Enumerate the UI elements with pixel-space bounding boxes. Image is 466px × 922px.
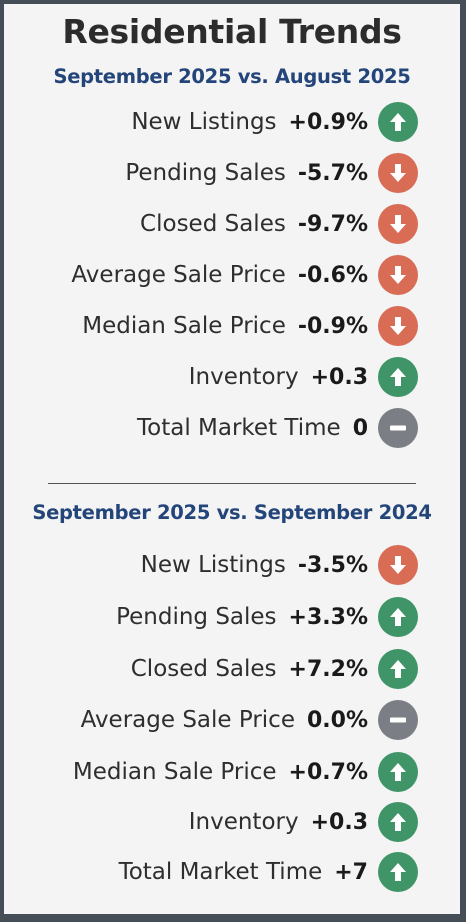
row-label: Average Sale Price <box>71 262 286 288</box>
arrow-down-icon <box>378 306 418 346</box>
row-label: Closed Sales <box>130 656 277 682</box>
trend-row-total-market-time: Total Market Time 0 <box>4 408 418 448</box>
arrow-up-icon <box>378 802 418 842</box>
trend-row-inventory: Inventory +0.3 <box>4 802 418 842</box>
row-value: -0.6% <box>297 262 368 288</box>
row-label: Median Sale Price <box>72 759 277 785</box>
trend-row-average-sale-price: Average Sale Price 0.0% <box>4 700 418 740</box>
trend-row-median-sale-price: Median Sale Price -0.9% <box>4 306 418 346</box>
minus-icon <box>378 408 418 448</box>
row-label: Total Market Time <box>118 859 323 885</box>
row-label: New Listings <box>140 552 286 578</box>
arrow-down-icon <box>378 204 418 244</box>
minus-icon <box>378 700 418 740</box>
section-heading: September 2025 vs. August 2025 <box>53 65 411 88</box>
row-value: +7.2% <box>288 656 368 682</box>
row-value: +0.3 <box>310 809 368 835</box>
row-label: Inventory <box>188 809 299 835</box>
trend-row-new-listings: New Listings -3.5% <box>4 545 418 585</box>
row-value: 0.0% <box>306 707 368 733</box>
row-label: Inventory <box>188 364 299 390</box>
row-value: +0.3 <box>310 364 368 390</box>
trend-row-total-market-time: Total Market Time +7 <box>4 852 418 892</box>
trend-row-new-listings: New Listings +0.9% <box>4 102 418 142</box>
section-divider <box>48 483 416 484</box>
arrow-down-icon <box>378 255 418 295</box>
row-value: -0.9% <box>297 313 368 339</box>
row-value: -9.7% <box>297 211 368 237</box>
trend-row-inventory: Inventory +0.3 <box>4 357 418 397</box>
arrow-down-icon <box>378 545 418 585</box>
row-label: Closed Sales <box>140 211 286 237</box>
row-value: +3.3% <box>288 604 368 630</box>
trend-row-pending-sales: Pending Sales -5.7% <box>4 153 418 193</box>
arrow-up-icon <box>378 102 418 142</box>
row-label: New Listings <box>131 109 277 135</box>
row-label: Average Sale Price <box>80 707 295 733</box>
row-label: Total Market Time <box>137 415 341 441</box>
row-value: 0 <box>352 415 368 441</box>
trend-row-median-sale-price: Median Sale Price +0.7% <box>4 752 418 792</box>
section-heading: September 2025 vs. September 2024 <box>32 501 432 524</box>
arrow-up-icon <box>378 752 418 792</box>
trend-row-closed-sales: Closed Sales -9.7% <box>4 204 418 244</box>
row-label: Median Sale Price <box>82 313 286 339</box>
arrow-up-icon <box>378 357 418 397</box>
trend-row-average-sale-price: Average Sale Price -0.6% <box>4 255 418 295</box>
residential-trends-panel: Residential Trends September 2025 vs. Au… <box>4 4 460 914</box>
row-label: Pending Sales <box>116 604 277 630</box>
arrow-up-icon <box>378 852 418 892</box>
row-value: +7 <box>334 859 368 885</box>
row-value: -3.5% <box>297 552 368 578</box>
trend-row-closed-sales: Closed Sales +7.2% <box>4 649 418 689</box>
row-value: +0.9% <box>288 109 368 135</box>
arrow-up-icon <box>378 649 418 689</box>
trend-row-pending-sales: Pending Sales +3.3% <box>4 597 418 637</box>
row-value: +0.7% <box>288 759 368 785</box>
arrow-up-icon <box>378 597 418 637</box>
arrow-down-icon <box>378 153 418 193</box>
page-title: Residential Trends <box>62 12 402 51</box>
row-label: Pending Sales <box>125 160 286 186</box>
row-value: -5.7% <box>297 160 368 186</box>
